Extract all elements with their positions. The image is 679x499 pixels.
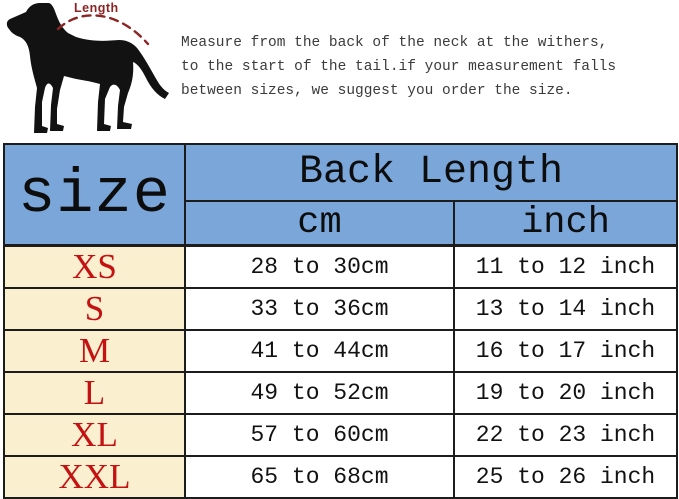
table-row-xs: XS 28 to 30cm 11 to 12 inch [3, 244, 679, 289]
cm-value: 41 to 44cm [184, 329, 455, 373]
cm-value: 28 to 30cm [184, 244, 455, 289]
measurement-instructions: Measure from the back of the neck at the… [181, 31, 677, 103]
instruction-line-1: Measure from the back of the neck at the… [181, 35, 608, 51]
size-column-header: size [3, 143, 186, 247]
cm-value: 49 to 52cm [184, 371, 455, 415]
size-label: L [3, 371, 186, 415]
instruction-line-2: to the start of the tail.if your measure… [181, 59, 617, 75]
table-row-xl: XL 57 to 60cm 22 to 23 inch [3, 413, 679, 457]
inch-value: 22 to 23 inch [452, 413, 679, 457]
size-label: M [3, 329, 186, 373]
inch-value: 19 to 20 inch [452, 371, 679, 415]
dog-silhouette-icon [6, 3, 170, 133]
length-label: Length [74, 1, 119, 15]
inch-value: 16 to 17 inch [452, 329, 679, 373]
cm-value: 57 to 60cm [184, 413, 455, 457]
inch-value: 25 to 26 inch [452, 455, 679, 499]
length-arc-icon [56, 14, 150, 46]
table-row-m: M 41 to 44cm 16 to 17 inch [3, 329, 679, 373]
table-row-xxl: XXL 65 to 68cm 25 to 26 inch [3, 455, 679, 499]
instruction-line-3: between sizes, we suggest you order the … [181, 83, 573, 99]
back-length-header: Back Length [183, 143, 679, 202]
cm-value: 65 to 68cm [184, 455, 455, 499]
cm-column-header: cm [184, 200, 455, 247]
cm-value: 33 to 36cm [184, 287, 455, 331]
inch-value: 13 to 14 inch [452, 287, 679, 331]
table-row-s: S 33 to 36cm 13 to 14 inch [3, 287, 679, 331]
size-label: XS [3, 244, 186, 289]
measurement-diagram: Length Measure from the back of the neck… [0, 0, 679, 140]
size-label: XL [3, 413, 186, 457]
size-label: XXL [3, 455, 186, 499]
size-table: size Back Length cm inch XS 28 to 30cm 1… [3, 143, 679, 499]
table-row-l: L 49 to 52cm 19 to 20 inch [3, 371, 679, 415]
inch-column-header: inch [452, 200, 679, 247]
inch-value: 11 to 12 inch [452, 244, 679, 289]
size-label: S [3, 287, 186, 331]
